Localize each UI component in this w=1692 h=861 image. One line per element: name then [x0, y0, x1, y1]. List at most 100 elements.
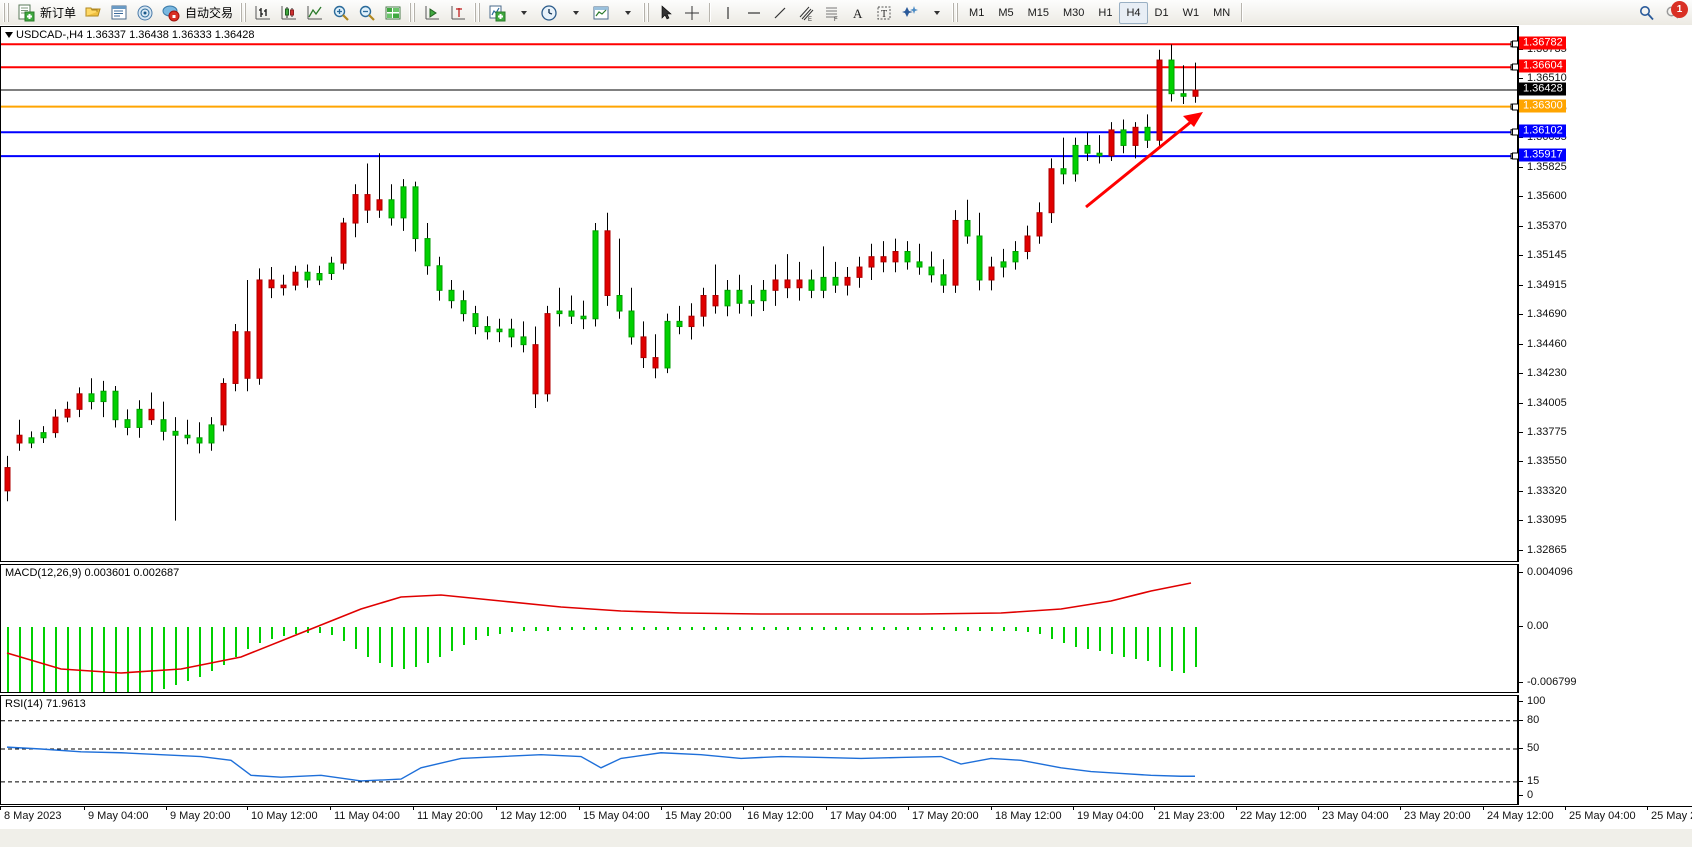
price-tick: 1.32865 — [1519, 544, 1567, 556]
toolbar-grip-2[interactable] — [240, 3, 248, 22]
price-level-support-2[interactable]: 1.35917 — [1512, 148, 1566, 162]
crosshair-button[interactable] — [679, 2, 705, 24]
price-axis[interactable]: 1.367351.365101.362851.360551.358251.356… — [1512, 26, 1692, 562]
macd-histogram-bar — [1075, 627, 1077, 647]
time-label: 12 May 12:00 — [496, 806, 567, 822]
level-handle[interactable] — [1512, 63, 1519, 71]
candle-body — [292, 271, 299, 286]
timeframe-d1[interactable]: D1 — [1154, 6, 1169, 19]
macd-histogram-bar — [739, 627, 741, 630]
templates-dropdown[interactable] — [614, 2, 640, 24]
timeframe-w1[interactable]: W1 — [1182, 6, 1200, 19]
crosshair-icon — [685, 5, 700, 20]
rsi-panel[interactable]: RSI(14) 71.9613 — [0, 695, 1518, 805]
level-handle[interactable] — [1512, 128, 1519, 136]
macd-histogram-bar — [667, 627, 669, 630]
price-chart-canvas[interactable] — [1, 27, 1517, 561]
toolbar-grip[interactable] — [3, 3, 10, 22]
level-handle[interactable] — [1512, 152, 1519, 160]
price-level-resistance-2[interactable]: 1.36782 — [1512, 36, 1566, 50]
timeframe-m15[interactable]: M15 — [1027, 6, 1049, 19]
expert-advisors-button[interactable] — [80, 2, 106, 24]
shapes-dropdown[interactable] — [923, 2, 949, 24]
macd-histogram-bar — [451, 627, 453, 651]
toolbar-grip-4[interactable] — [474, 3, 482, 22]
shapes-button[interactable] — [897, 2, 923, 24]
indicators-button[interactable] — [484, 2, 510, 24]
market-watch-button[interactable] — [132, 2, 158, 24]
terminal-button[interactable] — [106, 2, 132, 24]
tile-windows-button[interactable] — [380, 2, 406, 24]
macd-histogram-bar — [19, 627, 21, 692]
zoom-out-button[interactable] — [354, 2, 380, 24]
candle-body — [712, 294, 719, 307]
chart-shift-button[interactable] — [445, 2, 471, 24]
line-chart-button[interactable] — [302, 2, 328, 24]
candle-body — [1192, 89, 1199, 97]
trendline-button[interactable] — [767, 2, 793, 24]
vertical-line-button[interactable] — [715, 2, 741, 24]
bullish-arrow[interactable] — [1085, 112, 1203, 209]
candle-body — [1084, 144, 1091, 154]
indicators-dropdown[interactable] — [510, 2, 536, 24]
candle-body — [808, 279, 815, 291]
macd-histogram-bar — [103, 627, 105, 692]
search-button[interactable] — [1634, 2, 1660, 24]
macd-histogram-bar — [511, 627, 513, 632]
macd-histogram-bar — [943, 627, 945, 630]
candle-body — [676, 320, 683, 328]
candle-body — [1108, 129, 1115, 157]
candle-body — [1012, 251, 1019, 263]
horizontal-line-button[interactable] — [741, 2, 767, 24]
zoom-in-button[interactable] — [328, 2, 354, 24]
macd-histogram-bar — [463, 627, 465, 645]
candle-body — [412, 186, 419, 240]
periods-dropdown[interactable] — [562, 2, 588, 24]
macd-histogram-bar — [955, 627, 957, 631]
auto-trading-button[interactable] — [158, 2, 184, 24]
price-level-support-1[interactable]: 1.36102 — [1512, 124, 1566, 138]
toolbar-grip-6[interactable] — [952, 3, 960, 22]
price-level-resistance-1[interactable]: 1.36604 — [1512, 59, 1566, 73]
cursor-button[interactable] — [653, 2, 679, 24]
toolbar-grip-3[interactable] — [409, 3, 417, 22]
svg-text:T: T — [881, 9, 887, 20]
candle-body — [460, 300, 467, 315]
timeframe-m5[interactable]: M5 — [998, 6, 1014, 19]
templates-button[interactable] — [588, 2, 614, 24]
text-label-button[interactable]: T — [871, 2, 897, 24]
candle-body — [628, 310, 635, 338]
new-order-label[interactable]: 新订单 — [40, 6, 77, 20]
timeframe-h1[interactable]: H1 — [1098, 6, 1113, 19]
candle-body — [184, 434, 191, 439]
timeframe-h4[interactable]: H4 — [1119, 1, 1148, 24]
candle-body — [532, 344, 539, 395]
level-handle[interactable] — [1512, 40, 1519, 48]
candlestick-chart-button[interactable] — [276, 2, 302, 24]
macd-histogram-bar — [67, 627, 69, 692]
candle-body — [280, 284, 287, 289]
chart-shift-icon — [451, 5, 466, 19]
auto-trading-label[interactable]: 自动交易 — [185, 6, 234, 20]
bar-chart-button[interactable] — [250, 2, 276, 24]
notification-button[interactable]: 1 — [1660, 0, 1688, 24]
timeframe-mn[interactable]: MN — [1213, 6, 1231, 19]
timeframe-m1[interactable]: M1 — [969, 6, 985, 19]
time-axis[interactable]: 8 May 2023 9 May 04:00 9 May 20:00 10 May 1… — [0, 806, 1692, 830]
macd-histogram-bar — [595, 627, 597, 630]
price-chart-panel[interactable]: USDCAD-,H4 1.36337 1.36438 1.36333 1.364… — [0, 26, 1518, 562]
price-level-current-price[interactable]: 1.36428 — [1519, 82, 1566, 96]
auto-scroll-button[interactable] — [419, 2, 445, 24]
level-handle[interactable] — [1512, 103, 1519, 111]
text-button[interactable]: A — [845, 2, 871, 24]
new-order-button[interactable] — [13, 2, 39, 24]
toolbar-grip-5[interactable] — [643, 3, 651, 22]
macd-panel[interactable]: MACD(12,26,9) 0.003601 0.002687 — [0, 564, 1518, 693]
status-bar — [0, 829, 1692, 847]
timeframe-m30[interactable]: M30 — [1063, 6, 1085, 19]
collapse-triangle-icon[interactable] — [5, 32, 13, 39]
price-level-pivot[interactable]: 1.36300 — [1512, 99, 1566, 113]
fibonacci-button[interactable]: F — [819, 2, 845, 24]
equidistant-channel-button[interactable]: E — [793, 2, 819, 24]
periods-button[interactable] — [536, 2, 562, 24]
